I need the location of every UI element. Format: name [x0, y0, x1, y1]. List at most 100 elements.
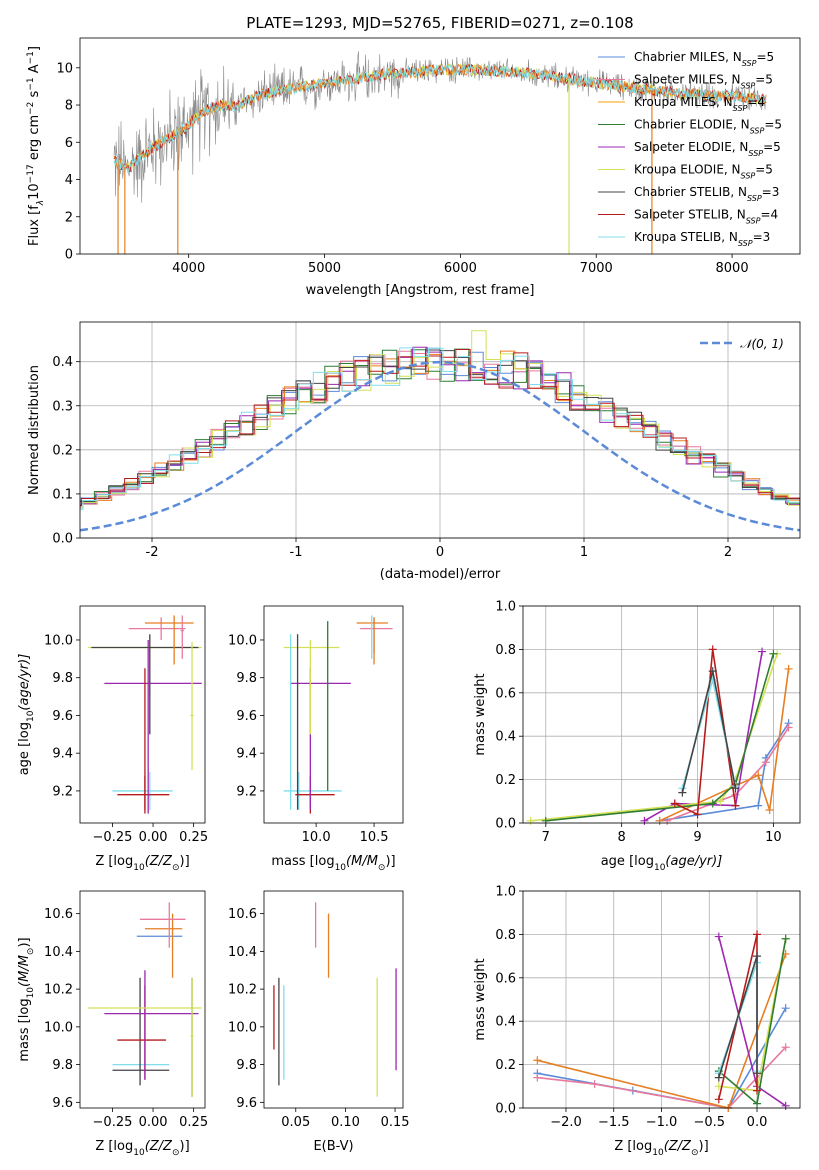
y-tick-label: 0.4	[52, 355, 73, 370]
legend-entry: Kroupa STELIB, NSSP=3	[634, 230, 770, 248]
x-tick-label: 7000	[580, 261, 613, 276]
spectrum-axes: 4000 5000 6000 7000 8000 0 2 4 6 8 10 wavelength [A…	[26, 37, 801, 298]
mass-weight-marker	[708, 645, 717, 654]
y-tick-label: 0.0	[495, 1102, 516, 1117]
gaussian-legend-label: 𝒩(0, 1)	[740, 337, 784, 351]
mass-weight-marker	[716, 797, 725, 806]
x-tick-label: −1.5	[598, 1115, 630, 1130]
y-tick-label: 9.6	[236, 1096, 257, 1111]
spectrum-x-label: wavelength [Angstrom, rest frame]	[306, 283, 535, 298]
age_vs_mass-axes: 10.0 10.5 9.2 9.4 9.6 9.8 10.0 mass [log10(M/M⊙…	[228, 605, 404, 873]
mass-weight-marker	[781, 1101, 790, 1110]
mass-weight-marker	[533, 1056, 542, 1065]
x-tick-label: 6000	[444, 261, 477, 276]
x-tick-label: 10.5	[360, 830, 389, 845]
x-tick-label: -2	[146, 545, 159, 560]
x-tick-label: 0.25	[179, 1115, 208, 1130]
legend-entry: Salpeter STELIB, NSSP=4	[634, 208, 778, 226]
x-tick-label: 0.00	[139, 830, 168, 845]
mass-weight-series	[545, 653, 775, 822]
mass-weight-marker	[753, 1069, 762, 1078]
mass_vs_EBV-x-label: E(B-V)	[313, 1139, 353, 1154]
legend-entry: Kroupa ELODIE, NSSP=5	[634, 163, 773, 181]
axes-frame	[263, 890, 404, 1109]
mass-weight-series	[681, 670, 737, 793]
figure-title: PLATE=1293, MJD=52765, FIBERID=0271, z=0…	[246, 14, 633, 32]
y-tick-label: 9.2	[52, 784, 73, 799]
y-tick-label: 9.6	[52, 1096, 73, 1111]
mass-weight-series	[530, 653, 778, 822]
y-tick-label: 10.6	[228, 907, 257, 922]
x-tick-label: 5000	[308, 261, 341, 276]
mass-weight-marker	[590, 1080, 599, 1089]
mass-weight-marker	[708, 799, 717, 808]
spectrum-model-line	[113, 63, 767, 174]
massweight_vs_age-y-label: mass weight	[473, 673, 488, 755]
mass-weight-marker	[753, 930, 762, 939]
mass-weight-marker	[781, 1004, 790, 1013]
y-tick-label: 9.8	[236, 671, 257, 686]
x-tick-label: 0.10	[331, 1115, 360, 1130]
y-tick-label: 9.2	[236, 784, 257, 799]
histogram-step-series	[80, 330, 800, 510]
y-tick-label: 4	[65, 173, 73, 188]
x-tick-label: −2.0	[550, 1115, 582, 1130]
mass-weight-series	[659, 722, 790, 822]
y-tick-label: 10.4	[228, 945, 257, 960]
legend-entry: Salpeter ELODIE, NSSP=5	[634, 140, 781, 158]
x-tick-label: 1	[580, 545, 588, 560]
y-tick-label: 0.2	[495, 1058, 516, 1073]
x-tick-label: −0.25	[93, 830, 133, 845]
mass-weight-marker	[765, 805, 774, 814]
histogram-step-series	[80, 349, 800, 510]
y-tick-label: 9.8	[52, 671, 73, 686]
x-tick-label: 0.15	[381, 1115, 410, 1130]
x-tick-label: −1.0	[646, 1115, 678, 1130]
x-tick-label: 0	[436, 545, 444, 560]
x-tick-label: 0.00	[139, 1115, 168, 1130]
x-tick-label: 10.0	[302, 830, 331, 845]
y-tick-label: 10.2	[44, 983, 73, 998]
mass-weight-marker	[758, 647, 767, 656]
spectrum-y-label: Flux [fλ10−17 erg cm−2 s−1 A−1]	[26, 46, 46, 246]
spectrum-model-line	[113, 63, 767, 171]
mass-weight-series	[659, 668, 790, 822]
mass-weight-marker	[708, 667, 717, 676]
legend-entry: Chabrier STELIB, NSSP=3	[634, 185, 779, 203]
mass-weight-marker	[753, 1086, 762, 1095]
axes-frame	[522, 605, 801, 824]
y-tick-label: 9.8	[52, 1058, 73, 1073]
mass-weight-marker	[731, 801, 740, 810]
y-tick-label: 0.3	[52, 399, 73, 414]
x-tick-label: 4000	[172, 261, 205, 276]
x-tick-label: -1	[290, 545, 303, 560]
y-tick-label: 10.4	[44, 945, 73, 960]
massweight_vs_age-axes: 7 8 9 10 0.0 0.2 0.4 0.6 0.8 1.0 age [log10(age/yr…	[473, 600, 801, 873]
mass_vs_EBV-axes: 0.05 0.10 0.15 9.6 9.8 10.0 10.2 10.4 10.6 E(B-V)	[228, 890, 410, 1154]
mass-weight-marker	[731, 784, 740, 793]
x-tick-label: −0.5	[693, 1115, 725, 1130]
y-tick-label: 2	[65, 210, 73, 225]
legend-entry: Chabrier ELODIE, NSSP=5	[634, 118, 782, 136]
spectrum-legend: Chabrier MILES, NSSP=5 Salpeter MILES, NS…	[598, 50, 782, 248]
y-tick-label: 0.8	[495, 643, 516, 658]
age_vs_Z-x-label: Z [log10(Z/Z⊙)]	[95, 854, 189, 873]
y-tick-label: 8	[65, 99, 73, 114]
x-tick-label: 2	[724, 545, 732, 560]
mass-weight-marker	[714, 1073, 723, 1082]
massweight_vs_Z-y-label: mass weight	[473, 958, 488, 1040]
mass-weight-marker	[753, 1099, 762, 1108]
histogram-x-label: (data-model)/error	[380, 567, 501, 582]
y-tick-label: 10.0	[228, 1020, 257, 1035]
y-tick-label: 1.0	[495, 600, 516, 615]
y-tick-label: 10.6	[44, 907, 73, 922]
mass-weight-marker	[714, 932, 723, 941]
mass-weight-marker	[533, 1073, 542, 1082]
histogram-step-series	[80, 347, 800, 510]
axes-frame	[79, 321, 801, 539]
y-tick-label: 10.0	[228, 633, 257, 648]
x-tick-label: −0.25	[93, 1115, 133, 1130]
y-tick-label: 9.4	[236, 747, 257, 762]
